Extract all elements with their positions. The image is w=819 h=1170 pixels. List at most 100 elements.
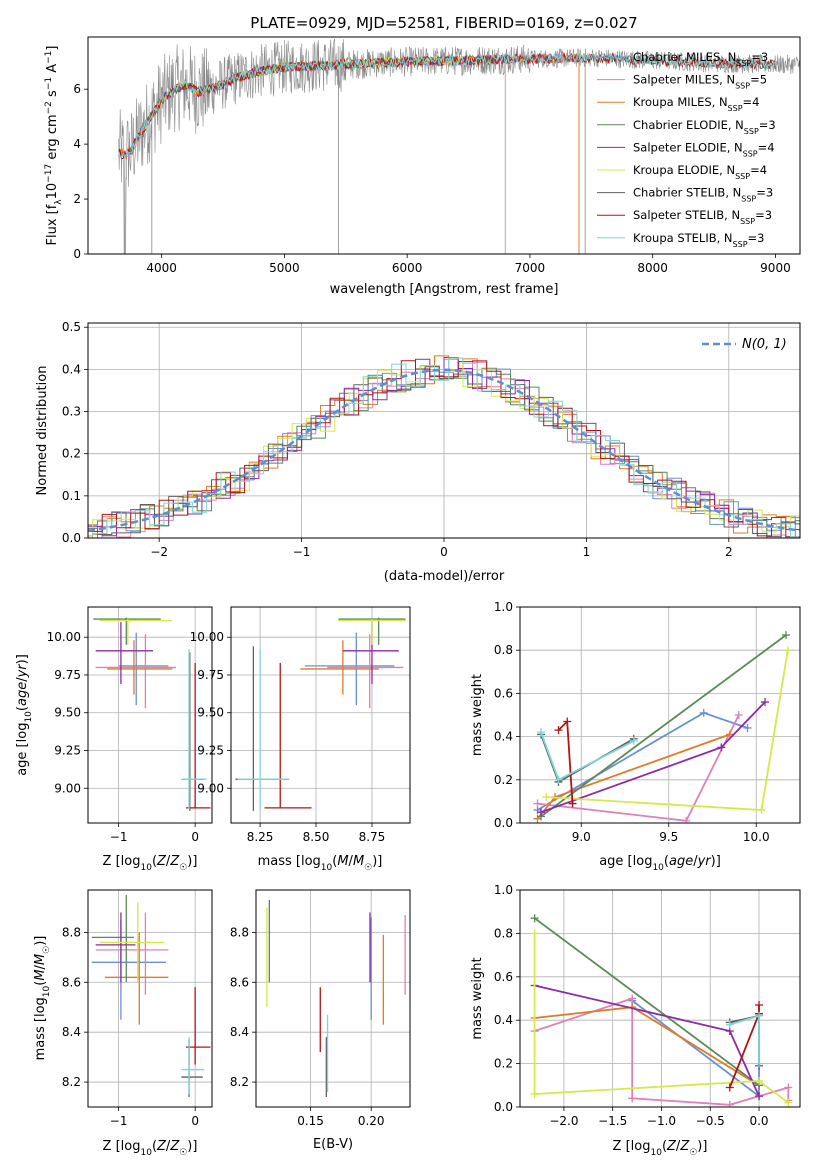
y-tick-label: 8.2 — [62, 1075, 81, 1089]
x-tick-label: −1 — [110, 1114, 128, 1128]
weight-marker — [755, 1001, 764, 1010]
weight-series-kroupa-elodie — [542, 646, 792, 815]
weight-marker — [784, 1083, 793, 1092]
weight-line — [533, 933, 789, 1104]
x-tick-label: 8.25 — [247, 830, 274, 844]
legend-entry: Salpeter MILES, NSSP=5 — [633, 73, 767, 91]
weight-line — [540, 634, 787, 818]
x-tick-label: −1 — [293, 545, 311, 559]
weight-marker — [755, 1059, 764, 1068]
model-spectrum-chabrier-miles — [118, 52, 580, 254]
x-tick-label: 0.15 — [297, 1114, 324, 1128]
weight-line — [540, 731, 635, 782]
errorbar-point-salpeter-elodie — [95, 912, 136, 983]
y-tick-label: 0.2 — [494, 773, 513, 787]
weight-series-chabrier-stelib — [537, 730, 638, 786]
x-tick-label: 0 — [191, 830, 199, 844]
x-axis-label: (data-model)/error — [384, 569, 505, 584]
spectrum-axes: 4000 5000 6000 7000 8000 9000 0 2 4 6 — [73, 82, 790, 275]
y-tick-label: 0.0 — [62, 531, 81, 545]
weight-marker — [755, 1011, 764, 1020]
x-tick-label: 8.75 — [359, 830, 386, 844]
y-axis-label: mass weight — [470, 957, 485, 1039]
x-axis-label: Z [log10(Z/Z☉)] — [613, 1139, 708, 1158]
legend-entry: N(0, 1) — [742, 337, 787, 352]
y-tick-label: 4 — [73, 137, 81, 151]
y-tick-label: 0.3 — [62, 405, 81, 419]
errorbar-point-salpeter-miles — [95, 634, 177, 709]
mass_vs_ebv-plot-area — [266, 899, 406, 1098]
y-tick-label: 9.00 — [197, 781, 224, 795]
weight_vs_Z-frame — [519, 889, 801, 1108]
legend-entry: Chabrier ELODIE, NSSP=3 — [633, 118, 776, 136]
x-tick-label: 9.5 — [659, 830, 678, 844]
weight-marker — [743, 723, 752, 732]
y-tick-label: 0.6 — [494, 686, 513, 700]
x-axis-label: Z [log10(Z/Z☉)] — [103, 1139, 198, 1158]
y-axis-label: mass [log10(M/M☉)] — [33, 936, 52, 1061]
y-tick-label: 9.75 — [54, 668, 81, 682]
x-axis-label: age [log10(age/yr)] — [599, 854, 721, 873]
y-tick-label: 9.25 — [197, 743, 224, 757]
y-tick-label: 0 — [73, 247, 81, 261]
weight-series-kroupa-stelib — [725, 1011, 764, 1068]
histogram-salpeter-stelib — [88, 360, 800, 538]
y-tick-label: 1.0 — [494, 883, 513, 897]
y-tick-label: 8.2 — [230, 1075, 249, 1089]
x-tick-label: 0 — [191, 1114, 199, 1128]
weight-marker — [537, 728, 545, 737]
y-axis-label: mass weight — [470, 674, 485, 756]
y-tick-label: 8.4 — [62, 1025, 81, 1039]
spectrum-frame — [87, 36, 801, 255]
weight-marker — [717, 743, 726, 752]
y-tick-label: 9.50 — [54, 706, 81, 720]
errorbar-point-kroupa-stelib — [181, 649, 207, 810]
weight-marker — [554, 726, 563, 735]
gaussian-curve — [88, 368, 800, 532]
y-tick-label: 0.0 — [494, 1100, 513, 1114]
y-axis-label: age [log10(age/yr)] — [15, 654, 34, 776]
y-tick-label: 8.6 — [62, 975, 81, 989]
weight-marker — [755, 1092, 764, 1101]
weight-marker — [682, 816, 691, 823]
x-axis-label: mass [log10(M/M☉)] — [258, 854, 383, 873]
age_vs_mass-axes: 8.25 8.50 8.75 9.00 9.25 9.50 9.75 10.00 — [190, 607, 410, 844]
weight-marker — [628, 1094, 637, 1103]
y-tick-label: 0.8 — [494, 926, 513, 940]
weight-marker — [783, 646, 792, 655]
age_vs_Z-axes: −1 0 9.00 9.25 9.50 9.75 10.00 — [47, 607, 212, 844]
weight-marker — [782, 631, 790, 640]
weight_vs_age-axes: 9.0 9.5 10.0 0.0 0.2 0.4 0.6 0.8 1.0 — [494, 600, 800, 844]
x-tick-label: −1 — [110, 830, 128, 844]
legend-entry: Kroupa STELIB, NSSP=3 — [633, 231, 764, 249]
weight-marker — [542, 793, 551, 802]
y-tick-label: 2 — [73, 192, 81, 206]
x-tick-label: 2 — [725, 545, 733, 559]
errorbar-point-chabrier-stelib — [235, 646, 290, 811]
weight-marker — [530, 914, 539, 923]
x-tick-label: −2 — [150, 545, 168, 559]
legend-entry: Chabrier STELIB, NSSP=3 — [633, 186, 773, 204]
weight-series-kroupa-elodie — [530, 929, 793, 1107]
model-spectrum-kroupa-elodie — [148, 53, 506, 254]
weight-marker — [629, 736, 638, 745]
age_vs_Z-plot-area — [93, 617, 211, 811]
x-tick-label: 0.0 — [749, 1114, 768, 1128]
y-tick-label: 0.6 — [494, 970, 513, 984]
y-axis-label: Flux [fλ10−17 erg cm−2 s−1 A−1] — [44, 46, 64, 246]
spectrum-plot-area — [118, 39, 800, 254]
y-tick-label: 0.4 — [62, 362, 81, 376]
x-axis-label: Z [log10(Z/Z☉)] — [103, 854, 198, 873]
weight-series-salpeter-stelib — [554, 717, 577, 808]
y-tick-label: 0.4 — [494, 730, 513, 744]
weight-marker — [755, 1076, 764, 1085]
model-spectrum-kroupa-stelib — [118, 52, 776, 161]
x-tick-label: −1.0 — [647, 1114, 676, 1128]
errorbar-point-salpeter-stelib — [185, 662, 211, 809]
model-spectrum-salpeter-elodie — [149, 54, 506, 254]
age_vs_mass-plot-area — [235, 617, 406, 811]
weight-marker — [533, 799, 542, 808]
weight-marker — [530, 929, 539, 938]
errorbar-point-kroupa-stelib — [237, 649, 290, 810]
